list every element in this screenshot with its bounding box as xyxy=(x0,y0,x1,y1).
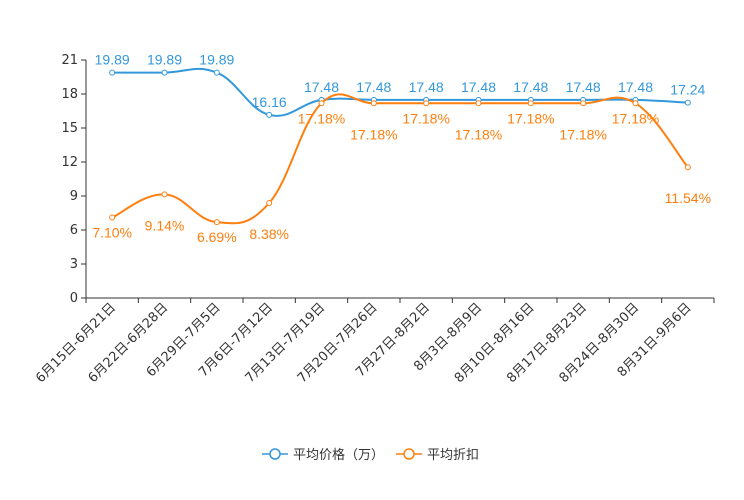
data-point xyxy=(632,100,639,107)
data-point xyxy=(266,111,273,118)
data-label: 17.48 xyxy=(304,79,339,95)
legend-label: 平均折扣 xyxy=(427,448,479,463)
data-label: 17.18% xyxy=(350,126,397,142)
data-label: 17.48 xyxy=(513,79,548,95)
y-tick-label: 9 xyxy=(70,189,78,204)
series-0: 19.89 19.89 19.89 16.16 17.48 17.48 17.48 17.48… xyxy=(95,52,706,118)
data-point xyxy=(423,100,430,107)
data-point xyxy=(109,214,116,221)
data-label: 17.48 xyxy=(356,79,391,95)
data-label: 9.14% xyxy=(145,217,185,233)
legend-item-1[interactable]: 平均折扣 xyxy=(396,448,479,463)
data-label: 17.48 xyxy=(461,79,496,95)
data-point xyxy=(213,219,220,226)
data-label: 17.18% xyxy=(612,110,659,126)
data-point xyxy=(318,100,325,107)
y-tick-label: 3 xyxy=(70,257,78,272)
series-lines: 19.89 19.89 19.89 16.16 17.48 17.48 17.48 17.48… xyxy=(92,52,711,246)
y-tick-label: 6 xyxy=(70,223,78,238)
data-label: 11.54% xyxy=(665,190,711,206)
data-point xyxy=(161,69,168,76)
data-label: 17.18% xyxy=(402,110,449,126)
series-line xyxy=(111,93,689,225)
series-line xyxy=(112,67,688,117)
data-point xyxy=(109,69,116,76)
data-label: 17.18% xyxy=(507,110,554,126)
data-point xyxy=(370,100,377,107)
y-tick-label: 18 xyxy=(61,87,78,102)
data-label: 7.10% xyxy=(92,225,132,241)
data-point xyxy=(161,191,168,198)
data-point xyxy=(527,100,534,107)
data-point xyxy=(475,100,482,107)
y-tick-label: 12 xyxy=(61,155,78,170)
x-axis: 6月15日-6月21日6月22日-6月28日6月29日-7月5日7月6日-7月1… xyxy=(33,297,715,386)
data-label: 17.18% xyxy=(455,126,502,142)
data-label: 19.89 xyxy=(95,52,130,68)
legend[interactable]: 平均价格（万） 平均折扣 xyxy=(262,447,479,463)
data-label: 17.18% xyxy=(559,126,606,142)
data-label: 6.69% xyxy=(197,229,237,245)
data-label: 19.89 xyxy=(199,52,234,68)
data-label: 17.24 xyxy=(670,82,705,98)
legend-marker-icon xyxy=(403,448,415,460)
data-label: 17.48 xyxy=(618,79,653,95)
series-1: 7.10% 9.14% 6.69% 8.38% 17.18% 17.18% 17.18% 17… xyxy=(92,93,711,245)
y-tick-label: 21 xyxy=(61,53,78,68)
y-tick-label: 15 xyxy=(61,121,78,136)
data-point xyxy=(266,200,273,207)
y-tick-label: 0 xyxy=(70,291,78,306)
data-label: 17.48 xyxy=(409,79,444,95)
data-point xyxy=(684,164,691,171)
data-point xyxy=(684,99,691,106)
legend-label: 平均价格（万） xyxy=(293,447,384,463)
legend-marker-icon xyxy=(269,448,281,460)
data-point xyxy=(580,100,587,107)
y-axis: 0 3 6 9 12 15 18 21 xyxy=(61,53,87,306)
data-label: 16.16 xyxy=(252,94,287,110)
data-label: 19.89 xyxy=(147,52,182,68)
data-label: 8.38% xyxy=(249,226,289,242)
legend-item-0[interactable]: 平均价格（万） xyxy=(262,447,384,463)
data-label: 17.48 xyxy=(566,79,601,95)
data-point xyxy=(213,69,220,76)
data-label: 17.18% xyxy=(298,110,345,126)
